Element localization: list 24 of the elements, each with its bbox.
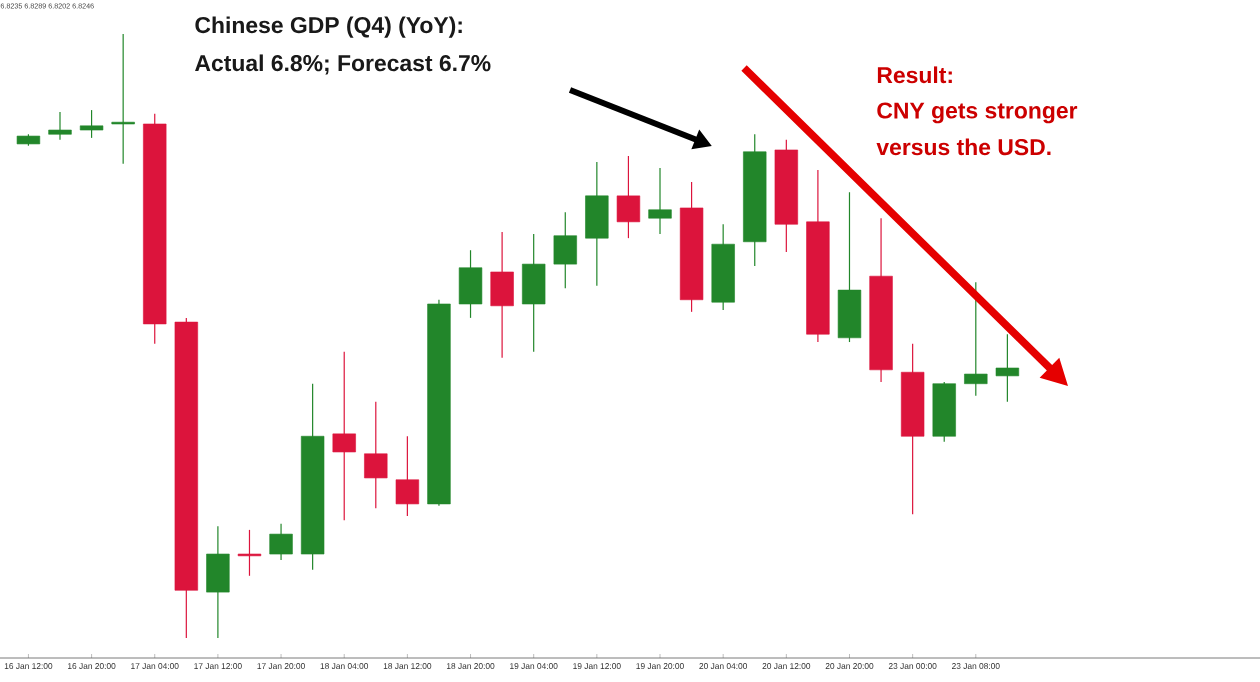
- annotation: CNY gets stronger: [877, 102, 1078, 124]
- candlestick: [522, 233, 546, 353]
- candlestick: [395, 435, 420, 517]
- candlestick: [616, 155, 641, 239]
- annotation: Actual 6.8%; Forecast 6.7%: [195, 54, 491, 75]
- candlestick: [269, 523, 293, 561]
- annotation: versus the USD.: [876, 138, 1051, 156]
- candlestick: [964, 281, 988, 397]
- candlestick: [206, 525, 230, 639]
- candlestick: [553, 211, 577, 289]
- candlestick: [48, 111, 72, 141]
- candlestick: [111, 33, 135, 165]
- candlestick: [237, 529, 262, 577]
- candlestick: [585, 161, 609, 287]
- candlestick: [364, 401, 388, 509]
- annotation: Chinese GDP (Q4) (YoY):: [195, 16, 462, 38]
- candlestick: [837, 191, 862, 343]
- candlestick: [490, 231, 514, 359]
- candlestick: [79, 109, 104, 139]
- annotation: Result:: [877, 66, 952, 84]
- candlestick: [332, 351, 356, 521]
- candlestick: [995, 333, 1020, 403]
- candlestick: [648, 167, 672, 235]
- candlestick: [458, 249, 483, 319]
